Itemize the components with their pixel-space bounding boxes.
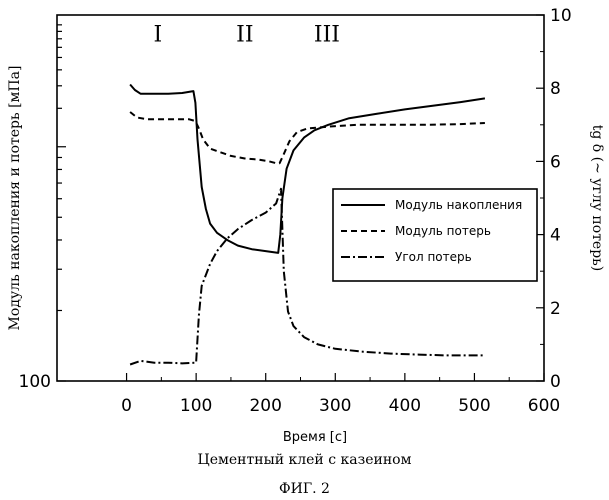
left-axis: 100 (19, 25, 66, 392)
x-axis: 0 100 200 300 400 500 600 (121, 373, 560, 416)
x-axis-tick-label: 400 (389, 396, 421, 416)
right-axis-tick-label: 4 (550, 226, 561, 246)
legend: Модуль накопления Модуль потерь Угол потер… (333, 189, 537, 281)
right-axis-tick-label: 2 (550, 299, 561, 319)
x-axis-tick-label: 300 (319, 396, 351, 416)
right-axis-tick-label: 10 (550, 6, 572, 26)
right-axis: 0 2 4 6 8 10 (536, 6, 572, 392)
left-axis-tick-label: 100 (19, 372, 51, 392)
x-axis-tick-label: 0 (121, 396, 132, 416)
legend-entry-1: Модуль накопления (395, 198, 522, 212)
x-axis-tick-label: 100 (180, 396, 212, 416)
x-axis-label: Время [с] (283, 430, 347, 445)
right-axis-tick-label: 0 (550, 372, 561, 392)
x-axis-tick-label: 200 (249, 396, 281, 416)
legend-entry-2: Модуль потерь (395, 224, 491, 238)
regions-layer: IIIIII (154, 22, 340, 47)
region-label-2: II (236, 22, 253, 47)
legend-entry-3: Угол потерь (395, 250, 472, 264)
figure-label: ФИГ. 2 (0, 481, 609, 497)
figure-caption: Цементный клей с казеином (0, 452, 609, 468)
left-axis-label: Модуль накопления и потерь [мПа] (7, 66, 23, 331)
right-axis-label: tg δ (~ углу потерь) (589, 125, 605, 272)
x-axis-tick-label: 500 (458, 396, 490, 416)
region-label-3: III (314, 22, 340, 47)
right-axis-tick-label: 6 (550, 152, 561, 172)
series-line-2 (130, 112, 485, 163)
right-axis-tick-label: 8 (550, 79, 561, 99)
x-axis-tick-label: 600 (528, 396, 560, 416)
region-label-1: I (154, 22, 163, 47)
